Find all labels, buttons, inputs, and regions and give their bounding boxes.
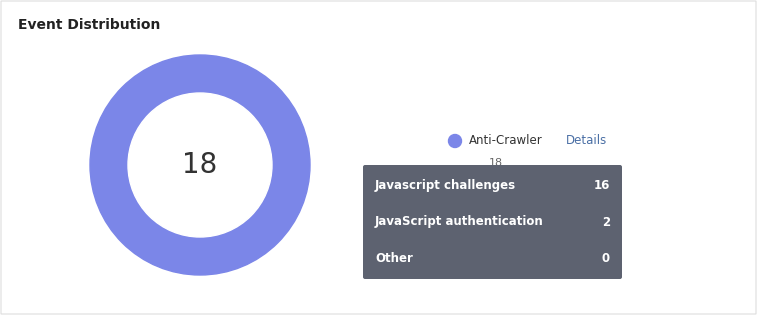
Text: 16: 16 — [593, 179, 610, 192]
Text: JavaScript authentication: JavaScript authentication — [375, 215, 544, 228]
Text: 0: 0 — [602, 252, 610, 265]
Text: 18: 18 — [182, 151, 217, 179]
Circle shape — [128, 93, 272, 237]
Text: 2: 2 — [602, 215, 610, 228]
Circle shape — [448, 135, 462, 147]
FancyBboxPatch shape — [363, 165, 622, 279]
Circle shape — [90, 55, 310, 275]
Text: Anti-Crawler: Anti-Crawler — [469, 135, 543, 147]
Text: 18: 18 — [489, 158, 503, 168]
Text: Event Distribution: Event Distribution — [18, 18, 160, 32]
Text: Other: Other — [375, 252, 413, 265]
Text: Javascript challenges: Javascript challenges — [375, 179, 516, 192]
Text: Details: Details — [566, 135, 607, 147]
